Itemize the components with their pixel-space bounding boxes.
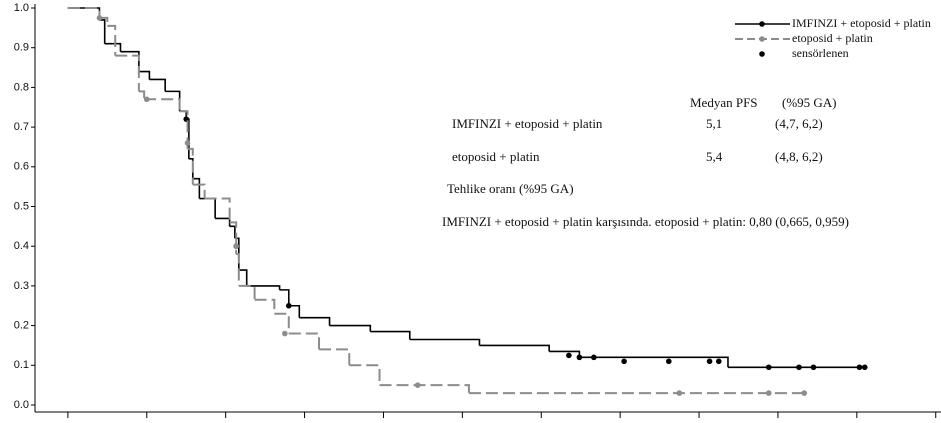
annotation: Tehlike oranı (%95 GA) — [447, 181, 574, 196]
annotation: (%95 GA) — [782, 95, 837, 110]
survival-step — [215, 217, 231, 227]
censor-mark — [765, 390, 772, 396]
censor-mark — [143, 96, 150, 103]
censor-mark — [861, 364, 868, 371]
y-tick-label: 0.6 — [14, 161, 29, 173]
legend-marker — [759, 21, 765, 27]
survival-step — [107, 24, 117, 56]
survival-step — [370, 330, 411, 340]
survival-step — [246, 285, 281, 290]
censor-mark — [796, 364, 802, 371]
survival-step — [549, 350, 581, 358]
y-tick-label: 0.3 — [14, 280, 29, 292]
censor-mark — [414, 382, 421, 388]
survival-step — [299, 316, 331, 326]
annotation: etoposid + platin — [452, 149, 540, 164]
legend-marker — [759, 36, 765, 42]
survival-step — [138, 90, 146, 100]
y-tick-label: 0.7 — [14, 121, 29, 133]
survival-step — [279, 289, 290, 306]
censor-mark — [96, 15, 103, 21]
survival-step — [319, 348, 351, 366]
censor-mark — [810, 364, 817, 371]
survival-step — [192, 177, 201, 199]
survival-step — [179, 110, 189, 149]
censor-mark — [666, 358, 672, 365]
censor-mark — [715, 358, 722, 365]
survival-step — [199, 197, 216, 219]
survival-step — [288, 304, 301, 318]
survival-step — [204, 197, 231, 223]
y-tick-label: 0.4 — [14, 240, 29, 252]
censor-mark — [591, 354, 597, 361]
survival-step — [115, 54, 140, 92]
censor-mark — [285, 302, 292, 309]
censor-mark — [233, 243, 239, 249]
censor-mark — [765, 364, 772, 371]
censor-mark — [676, 390, 683, 396]
survival-step — [144, 98, 181, 112]
survival-step — [149, 78, 166, 92]
survival-step — [192, 183, 206, 199]
survival-step — [238, 269, 248, 286]
legend-label: etoposid + platin — [792, 31, 873, 45]
y-tick-label: 1.0 — [14, 2, 29, 14]
survival-step — [67, 7, 101, 20]
y-tick-label: 0.9 — [14, 42, 29, 54]
survival-step — [138, 70, 151, 80]
annotation: IMFINZI + etoposid + platin karşısında. … — [442, 214, 849, 229]
legend-marker — [759, 51, 765, 57]
survival-step — [104, 42, 122, 52]
y-tick-label: 0.2 — [14, 320, 29, 332]
censor-mark — [706, 358, 713, 365]
censor-mark — [282, 330, 288, 337]
y-tick-label: 0.5 — [14, 200, 29, 212]
survival-step — [479, 344, 550, 352]
censor-mark — [856, 364, 863, 371]
annotation: 5,4 — [706, 149, 723, 164]
legend-label: sensörlenen — [792, 46, 849, 60]
survival-step — [288, 332, 321, 350]
annotation: (4,7, 6,2) — [775, 116, 823, 131]
survival-step — [99, 19, 106, 44]
annotation: Medyan PFS — [690, 95, 758, 110]
y-tick-label: 0.0 — [14, 399, 29, 411]
annotation: IMFINZI + etoposid + platin — [452, 116, 603, 131]
y-tick-label: 0.8 — [14, 81, 29, 93]
survival-step — [349, 364, 381, 386]
survival-step — [236, 253, 240, 286]
censor-mark — [801, 390, 808, 396]
survival-step — [229, 225, 236, 239]
survival-step — [187, 147, 194, 185]
survival-step — [274, 312, 290, 334]
censor-mark — [621, 358, 627, 365]
annotation: (4,8, 6,2) — [775, 149, 823, 164]
survival-step — [238, 284, 256, 300]
censor-mark — [566, 352, 572, 359]
legend-label: IMFINZI + etoposid + platin — [792, 16, 931, 30]
survival-step — [579, 356, 729, 368]
y-tick-label: 0.1 — [14, 359, 29, 371]
survival-step — [409, 338, 481, 346]
survival-step — [120, 50, 140, 72]
survival-step — [329, 324, 372, 332]
survival-step — [379, 384, 470, 394]
annotation: 5,1 — [706, 116, 722, 131]
survival-step — [67, 7, 101, 18]
survival-step — [254, 298, 276, 314]
survival-step — [165, 90, 181, 112]
censor-mark — [184, 140, 191, 146]
censor-mark — [576, 354, 583, 361]
